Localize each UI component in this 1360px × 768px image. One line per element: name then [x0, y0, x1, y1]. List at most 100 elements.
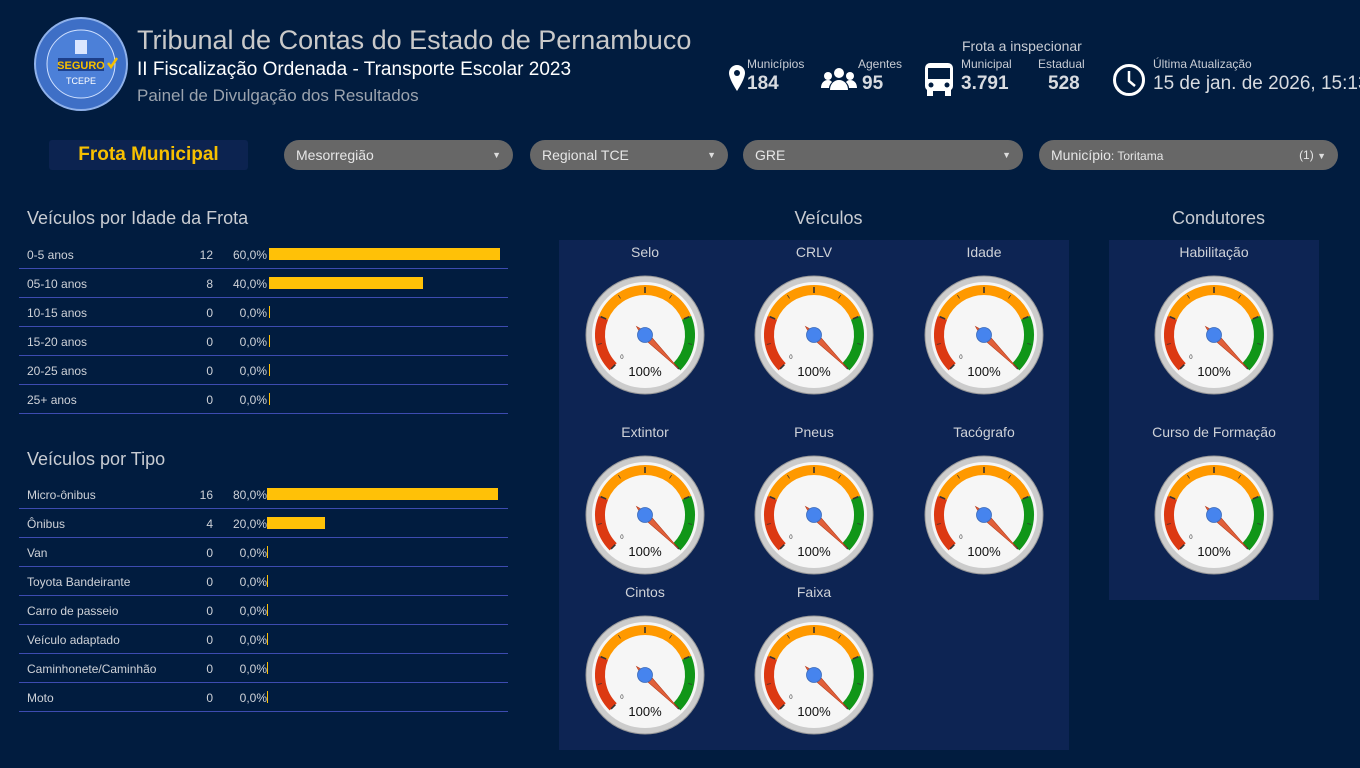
- table-row: Micro-ônibus 16 80,0%: [19, 480, 508, 509]
- idade-table: 0-5 anos 12 60,0% 05-10 anos 8 40,0% 10-…: [19, 240, 508, 414]
- gauge-title: Faixa: [796, 584, 832, 600]
- row-label: Toyota Bandeirante: [27, 575, 131, 589]
- row-bar: [267, 517, 325, 529]
- row-percent: 20,0%: [232, 517, 267, 531]
- row-label: Ônibus: [27, 517, 66, 531]
- gre-label: GRE: [755, 147, 786, 163]
- table-row: 20-25 anos 0 0,0%: [19, 356, 508, 385]
- logo-sub-text: TCEPE: [66, 76, 96, 86]
- row-label: 0-5 anos: [27, 248, 74, 262]
- gauge-min-label: 0: [959, 355, 963, 361]
- table-row: Toyota Bandeirante 0 0,0%: [19, 567, 508, 596]
- frota-estadual-label: Estadual: [1038, 57, 1085, 71]
- page-title: Tribunal de Contas do Estado de Pernambu…: [137, 25, 692, 55]
- atualizacao-label: Última Atualização: [1153, 57, 1252, 71]
- table-row: 25+ anos 0 0,0%: [19, 385, 508, 414]
- row-label: 20-25 anos: [27, 364, 88, 378]
- gauge-min-label: 0: [959, 535, 963, 541]
- row-bar: [269, 393, 270, 405]
- row-percent: 0,0%: [239, 546, 267, 560]
- municipios-value: 184: [747, 73, 779, 94]
- gauge-min-label: 0: [789, 355, 793, 361]
- gauge-value: 100%: [628, 544, 662, 559]
- row-count: 8: [206, 277, 213, 291]
- logo: SEGURO TCEPE: [26, 16, 138, 112]
- gauge-value: 100%: [797, 704, 831, 719]
- row-count: 12: [199, 248, 213, 262]
- gauge-title: Tacógrafo: [953, 424, 1015, 440]
- clock-icon: [1112, 63, 1146, 102]
- gauge-min-label: 0: [789, 535, 793, 541]
- row-label: Carro de passeio: [27, 604, 119, 618]
- gauge-title: Curso de Formação: [1152, 424, 1276, 440]
- row-count: 0: [206, 306, 213, 320]
- row-bar: [267, 662, 268, 674]
- gauge-hub: [1206, 327, 1222, 343]
- gauge: 0 100%: [1154, 455, 1274, 580]
- regional-label: Regional TCE: [542, 147, 629, 163]
- gauge-value: 100%: [1197, 364, 1231, 379]
- gauge-value: 100%: [628, 704, 662, 719]
- gauge-hub: [637, 507, 653, 523]
- table-row: Carro de passeio 0 0,0%: [19, 596, 508, 625]
- gauge-value: 100%: [797, 544, 831, 559]
- table-row: Ônibus 4 20,0%: [19, 509, 508, 538]
- tipo-title: Veículos por Tipo: [27, 449, 166, 469]
- gauge: 0 100%: [754, 455, 874, 580]
- row-bar: [267, 546, 268, 558]
- mesorregiao-dropdown[interactable]: Mesorregião ▼: [284, 140, 513, 170]
- gauge-title: Pneus: [794, 424, 834, 440]
- row-percent: 0,0%: [239, 335, 267, 349]
- row-count: 0: [206, 691, 213, 705]
- row-count: 0: [206, 546, 213, 560]
- gauge-title: Habilitação: [1179, 244, 1249, 260]
- mesorregiao-label: Mesorregião: [296, 147, 374, 163]
- municipio-dropdown[interactable]: Município: Toritama (1) ▼: [1039, 140, 1338, 170]
- gre-dropdown[interactable]: GRE ▼: [743, 140, 1023, 170]
- row-label: 10-15 anos: [27, 306, 88, 320]
- table-row: 10-15 anos 0 0,0%: [19, 298, 508, 327]
- row-percent: 0,0%: [239, 393, 267, 407]
- row-count: 4: [206, 517, 213, 531]
- regional-dropdown[interactable]: Regional TCE ▼: [530, 140, 728, 170]
- row-bar: [267, 633, 268, 645]
- table-row: 15-20 anos 0 0,0%: [19, 327, 508, 356]
- tipo-table: Micro-ônibus 16 80,0% Ônibus 4 20,0% Van…: [19, 480, 508, 712]
- veiculos-title: Veículos: [794, 208, 863, 228]
- gauge: 0 100%: [585, 615, 705, 740]
- chevron-down-icon: ▼: [492, 150, 501, 160]
- row-label: Van: [27, 546, 48, 560]
- row-percent: 0,0%: [239, 604, 267, 618]
- chevron-down-icon: ▼: [1002, 150, 1011, 160]
- gauge: 0 100%: [1154, 275, 1274, 400]
- table-row: Moto 0 0,0%: [19, 683, 508, 712]
- row-bar: [269, 335, 270, 347]
- gauge-hub: [806, 507, 822, 523]
- row-percent: 0,0%: [239, 633, 267, 647]
- row-bar: [269, 277, 423, 289]
- row-bar: [267, 575, 268, 587]
- atualizacao-value: 15 de jan. de 2026, 15:13: [1153, 73, 1360, 94]
- agentes-value: 95: [862, 73, 884, 94]
- municipio-label: Município: [1051, 147, 1111, 163]
- gauge-hub: [637, 667, 653, 683]
- gauge-title: Extintor: [621, 424, 669, 440]
- frota-label: Frota a inspecionar: [962, 38, 1082, 54]
- row-label: Veículo adaptado: [27, 633, 120, 647]
- municipio-count: (1): [1299, 148, 1314, 162]
- gauge-hub: [806, 667, 822, 683]
- frota-estadual-value: 528: [1048, 73, 1080, 94]
- gauge-hub: [1206, 507, 1222, 523]
- row-bar: [269, 364, 270, 376]
- chevron-down-icon: ▼: [1317, 151, 1326, 161]
- row-label: 15-20 anos: [27, 335, 88, 349]
- row-bar: [269, 306, 270, 318]
- condutores-title: Condutores: [1171, 208, 1266, 228]
- frota-municipal-value: 3.791: [961, 73, 1009, 94]
- row-count: 0: [206, 633, 213, 647]
- gauge-min-label: 0: [620, 695, 624, 701]
- row-count: 16: [199, 488, 213, 502]
- row-bar: [267, 604, 268, 616]
- row-percent: 0,0%: [239, 662, 267, 676]
- municipio-value: : Toritama: [1110, 149, 1164, 163]
